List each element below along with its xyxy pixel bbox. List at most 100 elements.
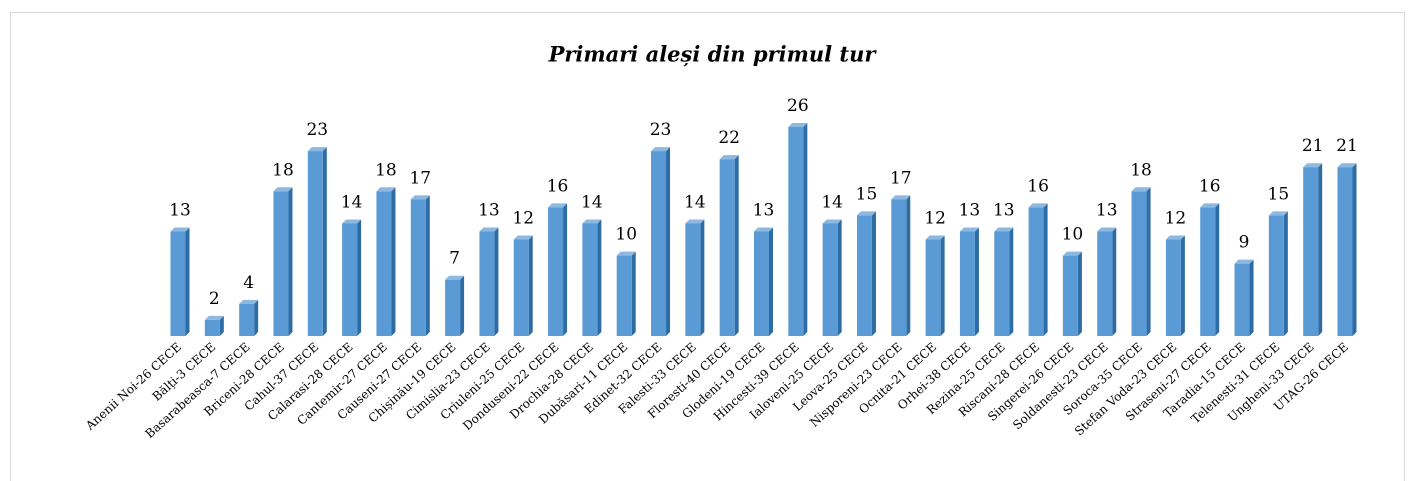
bar-side <box>254 299 259 336</box>
bar-top <box>1303 163 1323 168</box>
value-label: 10 <box>615 225 637 245</box>
bar <box>1234 263 1250 336</box>
bar-top <box>342 219 362 224</box>
bar-top <box>1165 235 1185 240</box>
bar <box>204 319 220 336</box>
value-label: 13 <box>959 201 981 221</box>
bar-top <box>719 155 739 160</box>
bar-top <box>685 219 705 224</box>
bar-side <box>185 227 190 336</box>
bar <box>616 255 632 336</box>
bar <box>1028 207 1044 336</box>
bar-side <box>1215 203 1220 336</box>
bar-side <box>219 315 224 336</box>
bar-top <box>959 227 979 232</box>
bar-top <box>1131 187 1151 192</box>
bar <box>548 207 564 336</box>
bar <box>170 231 186 336</box>
bar-side <box>1077 251 1082 336</box>
bar-top <box>1234 259 1254 264</box>
bar <box>239 303 255 336</box>
bar-top <box>925 235 945 240</box>
bar-top <box>994 227 1014 232</box>
bar <box>651 151 667 336</box>
value-label: 23 <box>650 120 672 140</box>
bar-side <box>666 147 671 336</box>
value-label: 16 <box>1027 176 1049 196</box>
bar-side <box>1146 187 1151 336</box>
bar-side <box>1318 163 1323 336</box>
value-label: 18 <box>1130 160 1152 180</box>
bar-top <box>479 227 499 232</box>
bar-top <box>856 211 876 216</box>
value-label: 12 <box>924 209 946 229</box>
bar-side <box>1009 227 1014 336</box>
value-label: 15 <box>856 184 878 204</box>
bar <box>856 215 872 336</box>
value-label: 21 <box>1336 136 1358 156</box>
value-label: 13 <box>169 201 191 221</box>
bar <box>891 199 907 336</box>
bar <box>582 223 598 336</box>
bar-side <box>494 227 499 336</box>
bar <box>445 279 461 336</box>
bar <box>822 223 838 336</box>
bar <box>1200 207 1216 336</box>
value-label: 17 <box>890 168 912 188</box>
bar <box>959 231 975 336</box>
bar <box>1131 191 1147 336</box>
value-label: 13 <box>753 201 775 221</box>
bar-top <box>651 147 671 152</box>
value-label: 12 <box>512 209 534 229</box>
bar-top <box>891 195 911 200</box>
bar-side <box>1352 163 1357 336</box>
bar-top <box>273 187 293 192</box>
bar-top <box>616 251 636 256</box>
bar <box>788 127 804 336</box>
value-label: 18 <box>375 160 397 180</box>
bar-top <box>239 299 259 304</box>
bar-side <box>1043 203 1048 336</box>
bar <box>1097 231 1113 336</box>
value-label: 10 <box>1062 225 1084 245</box>
bar-side <box>460 275 465 336</box>
bar-top <box>410 195 430 200</box>
bar <box>754 231 769 336</box>
bar <box>1062 255 1078 336</box>
value-label: 15 <box>1268 184 1290 204</box>
value-label: 9 <box>1239 233 1250 253</box>
bar-side <box>906 195 911 336</box>
bar-side <box>1249 259 1254 336</box>
bar-top <box>1268 211 1288 216</box>
bar <box>1337 167 1353 336</box>
bar-side <box>1180 235 1185 336</box>
bar-top <box>1200 203 1220 208</box>
bar-top <box>1337 163 1357 168</box>
bar <box>410 199 426 336</box>
bar-side <box>391 187 396 336</box>
value-label: 12 <box>1165 209 1187 229</box>
value-label: 14 <box>821 192 843 212</box>
value-label: 13 <box>1096 201 1118 221</box>
bar <box>513 239 529 336</box>
bar <box>376 191 392 336</box>
bar <box>479 231 495 336</box>
bar-top <box>307 147 327 152</box>
bar <box>994 231 1010 336</box>
bar-side <box>322 147 327 336</box>
bar-side <box>288 187 293 336</box>
bar-side <box>357 219 362 336</box>
value-label: 13 <box>993 201 1015 221</box>
bar-side <box>1112 227 1117 336</box>
bar-top <box>788 123 808 127</box>
value-label: 21 <box>1302 136 1324 156</box>
bar-top <box>1028 203 1048 208</box>
bar-top <box>204 315 224 320</box>
bar-top <box>754 227 773 232</box>
bar <box>307 151 323 336</box>
value-label: 26 <box>787 96 809 116</box>
value-label: 2 <box>209 289 220 309</box>
bar-side <box>1283 211 1288 336</box>
value-label: 22 <box>718 128 740 148</box>
